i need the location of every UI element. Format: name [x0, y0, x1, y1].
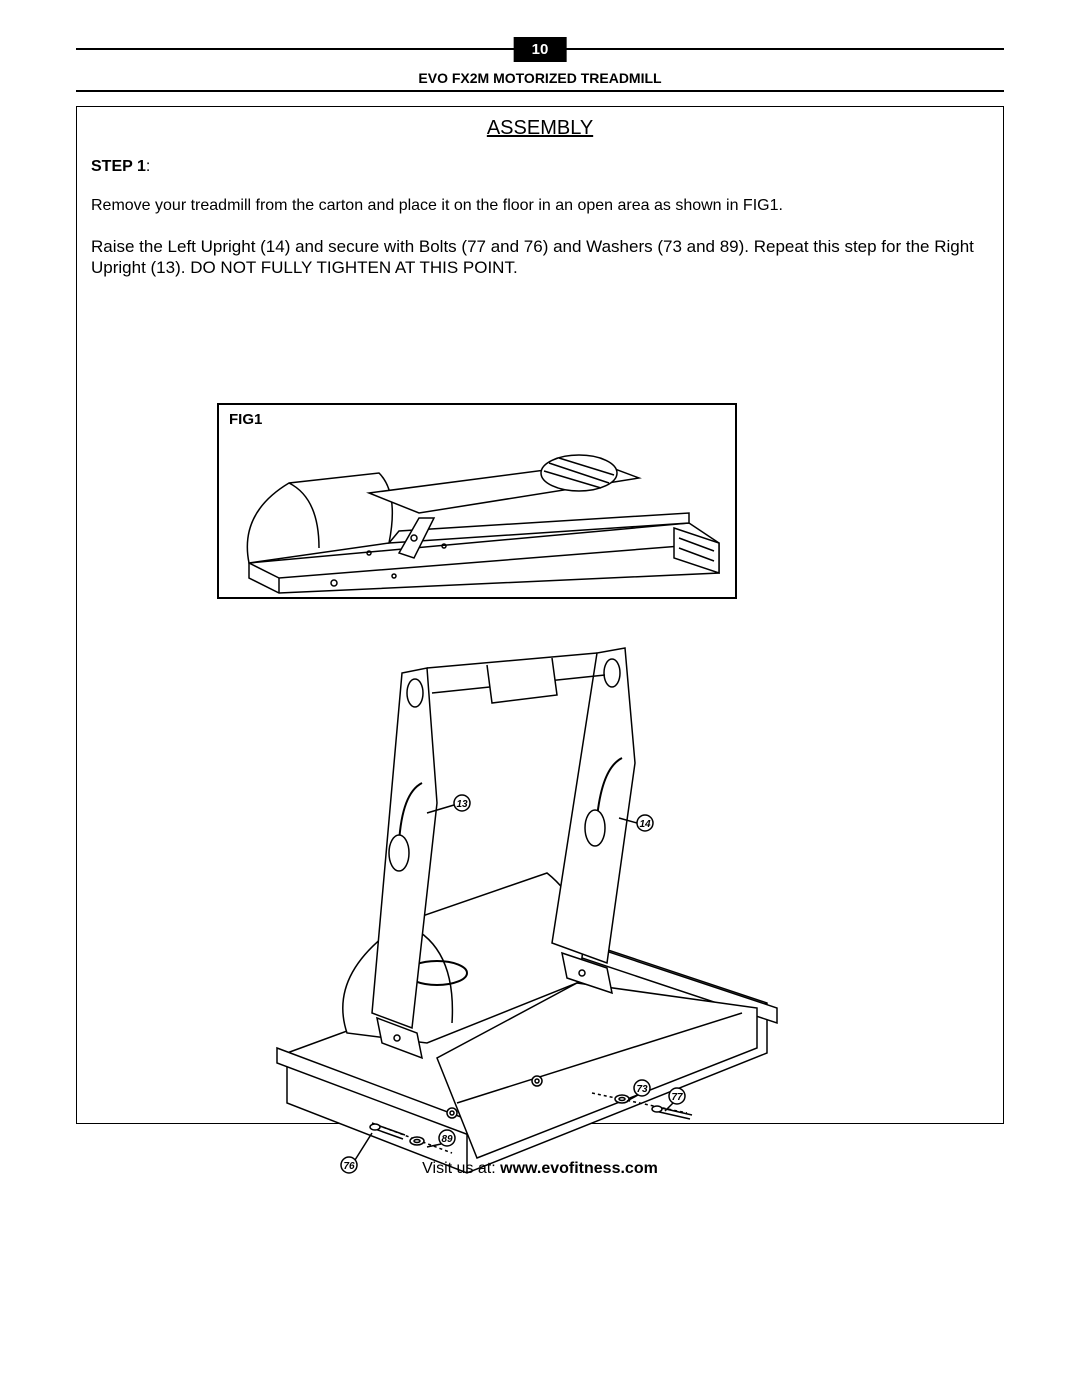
callout-13: 13 [456, 799, 468, 810]
footer-url: www.evofitness.com [500, 1160, 658, 1177]
fig1-box: FIG1 [217, 403, 737, 599]
paragraph-2: Raise the Left Upright (14) and secure w… [91, 236, 989, 279]
callout-14: 14 [639, 819, 651, 830]
product-title: EVO FX2M MOTORIZED TREADMILL [76, 70, 1004, 86]
step-colon: : [146, 158, 150, 175]
callout-77: 77 [671, 1092, 683, 1103]
header-bar: 10 EVO FX2M MOTORIZED TREADMILL [76, 48, 1004, 92]
step-label: STEP 1: [91, 158, 989, 176]
footer-prefix: Visit us at: [422, 1160, 500, 1177]
figure-area: FIG1 [77, 403, 1003, 1103]
section-title: ASSEMBLY [91, 117, 989, 140]
fig2-diagram: 13 14 73 77 89 76 [227, 613, 827, 1193]
content-frame: ASSEMBLY STEP 1: Remove your treadmill f… [76, 106, 1004, 1124]
step-number: STEP 1 [91, 158, 146, 175]
callout-73: 73 [636, 1084, 648, 1095]
paragraph-1: Remove your treadmill from the carton an… [91, 196, 989, 216]
callout-89: 89 [441, 1134, 453, 1145]
footer: Visit us at: www.evofitness.com [0, 1160, 1080, 1178]
fig1-diagram [219, 423, 739, 601]
page-number-badge: 10 [514, 37, 567, 62]
